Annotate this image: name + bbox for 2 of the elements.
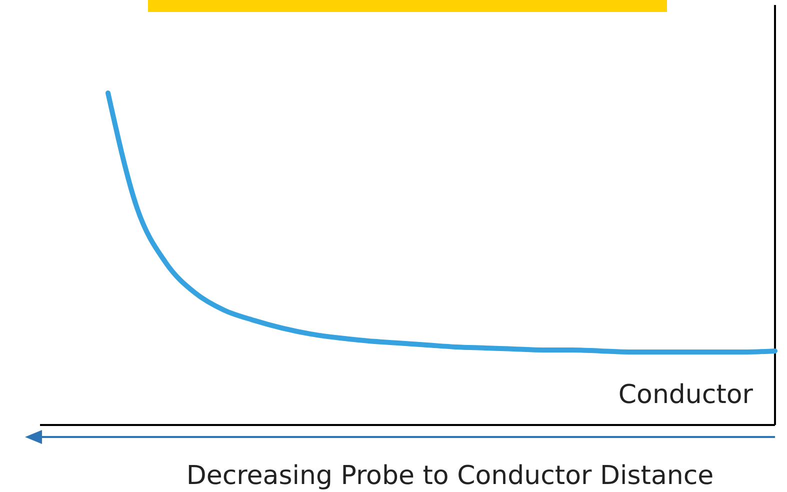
x-axis-title: Decreasing Probe to Conductor Distance	[186, 461, 714, 491]
annotation: Conductor	[618, 380, 754, 410]
